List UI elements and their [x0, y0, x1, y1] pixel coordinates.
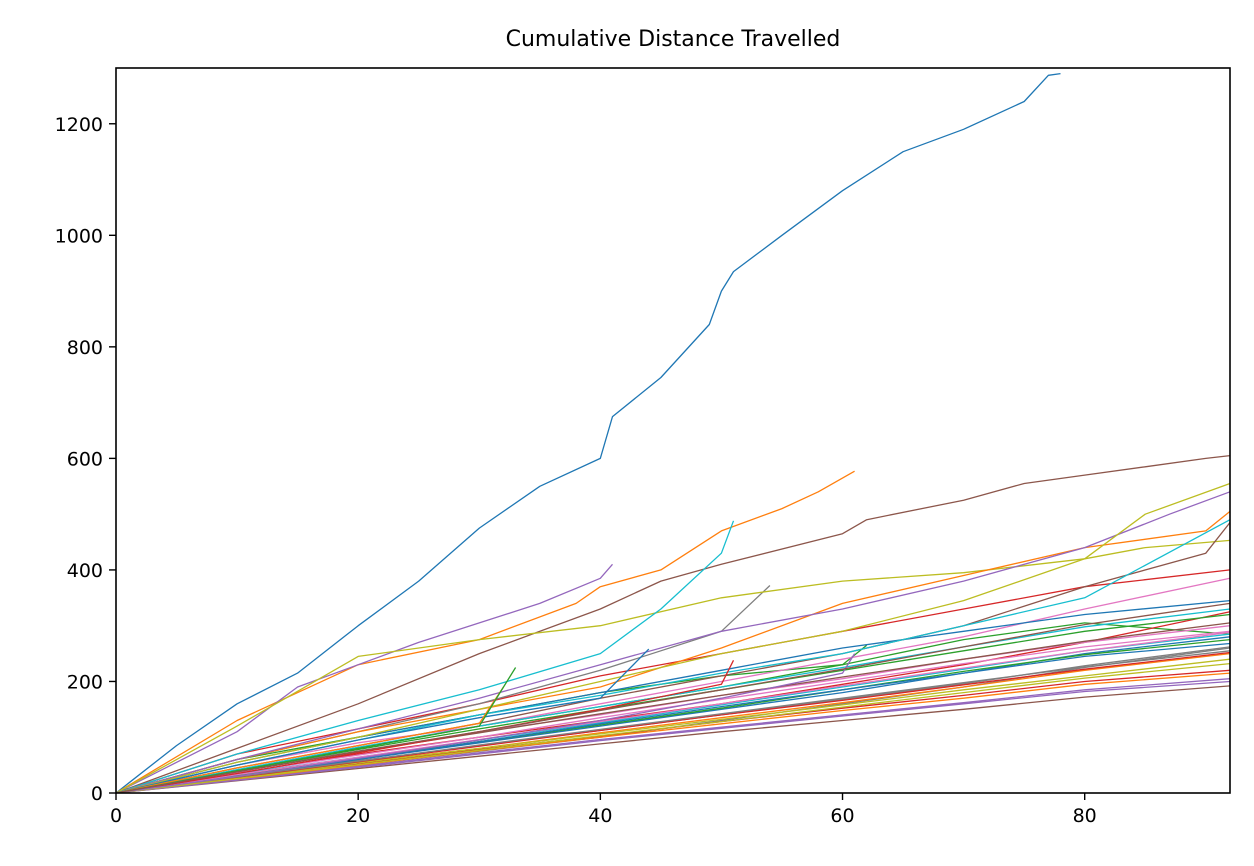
y-tick-label: 1200: [55, 114, 103, 136]
series-line-19: [115, 482, 1231, 794]
series-line-41: [115, 648, 650, 794]
x-tick-label: 0: [110, 805, 122, 827]
series-line-25: [115, 678, 1231, 794]
series-line-4: [115, 569, 1231, 794]
series-line-6: [115, 454, 1231, 794]
series-line-39: [115, 662, 1231, 794]
series-line-43: [115, 667, 517, 794]
series-line-38: [115, 650, 1231, 794]
series-line-42: [115, 686, 505, 794]
series-layer: [115, 72, 1231, 794]
x-tick-label: 60: [830, 805, 854, 827]
series-line-27: [115, 630, 1231, 794]
series-line-12: [115, 510, 1231, 794]
series-line-2: [115, 470, 855, 794]
series-line-15: [115, 491, 1231, 794]
series-line-9: [115, 539, 1231, 794]
series-line-35: [115, 680, 1231, 794]
x-tick-label: 40: [588, 805, 612, 827]
series-line-26: [115, 685, 1231, 794]
series-line-1: [115, 72, 1061, 794]
series-line-10: [115, 520, 735, 794]
series-line-5: [115, 563, 613, 794]
series-line-45: [115, 653, 856, 794]
series-line-46: [115, 602, 1231, 794]
y-tick-label: 600: [67, 448, 103, 470]
x-axis: 0 20 40 60 80: [110, 793, 1097, 827]
chart-title: Cumulative Distance Travelled: [506, 27, 841, 52]
y-axis: 0 200 400 600 800 1000 1200: [55, 114, 116, 805]
x-tick-label: 80: [1073, 805, 1097, 827]
series-line-37: [115, 631, 1231, 794]
x-tick-label: 20: [346, 805, 370, 827]
series-line-29: [115, 658, 1231, 794]
y-tick-label: 800: [67, 337, 103, 359]
y-tick-label: 0: [91, 783, 103, 805]
y-tick-label: 400: [67, 560, 103, 582]
y-tick-label: 200: [67, 671, 103, 693]
plot-frame: [115, 67, 1231, 794]
y-tick-label: 1000: [55, 225, 103, 247]
